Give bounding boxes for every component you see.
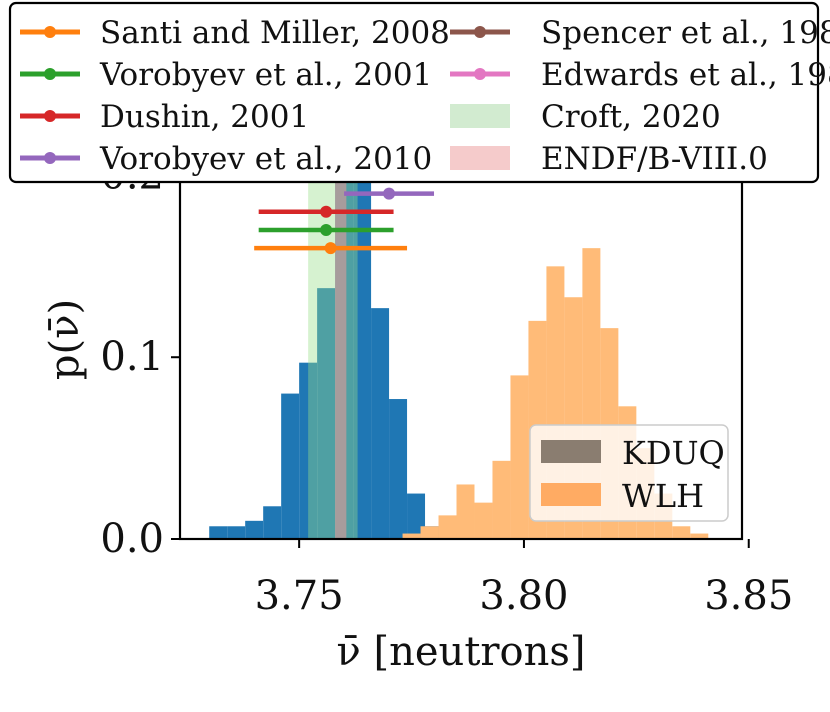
top-legend-errorbar-marker xyxy=(44,68,56,80)
WLH-posterior-bar xyxy=(474,502,493,539)
KDUQ-posterior-bar xyxy=(299,362,318,539)
top-legend-label: Vorobyev et al., 2001 xyxy=(99,57,432,93)
KDUQ-posterior-bar xyxy=(263,506,282,539)
top-legend-label: Santi and Miller, 2008 xyxy=(100,15,450,51)
measurement-santi-and-miller-2008 xyxy=(254,242,408,255)
top-legend-label: Croft, 2020 xyxy=(541,99,721,135)
measurement-dushin-2001 xyxy=(258,205,394,218)
top-legend-label: ENDF/B-VIII.0 xyxy=(541,141,768,177)
inner-legend-swatch xyxy=(541,440,601,463)
errorbar-marker xyxy=(383,187,396,200)
errorbar-marker xyxy=(320,205,333,218)
inner-legend-swatch xyxy=(541,483,601,506)
measurement-vorobyev-et-al-2010 xyxy=(344,187,435,200)
x-tick-label: 3.80 xyxy=(479,573,568,619)
x-axis-label: ν̄ [neutrons] xyxy=(336,629,585,675)
WLH-posterior-bar xyxy=(402,533,421,539)
KDUQ-posterior-bar xyxy=(209,526,228,539)
y-axis-label: p(ν̄) xyxy=(42,299,88,380)
inner-legend: KDUQ WLH xyxy=(529,424,729,522)
top-legend-errorbar-marker xyxy=(44,26,56,38)
errorbar-marker xyxy=(324,242,337,255)
y-tick-label: 0.1 xyxy=(100,334,164,380)
WLH-posterior-bar xyxy=(420,526,439,539)
top-legend-errorbar-marker xyxy=(44,110,56,122)
WLH-posterior-bar xyxy=(510,375,529,539)
KDUQ-posterior-bar xyxy=(281,393,300,539)
top-legend-label: Spencer et al., 1982 xyxy=(541,15,830,51)
WLH-posterior-bar xyxy=(672,526,691,539)
KDUQ-posterior-bar xyxy=(227,526,246,539)
WLH-posterior-bar xyxy=(690,533,709,539)
top-legend-label: Edwards et al., 1982 xyxy=(541,57,830,93)
top-legend-errorbar-marker xyxy=(44,152,56,164)
inner-legend-label: KDUQ xyxy=(622,434,725,472)
top-legend-label: Vorobyev et al., 2010 xyxy=(99,141,432,177)
top-legend-label: Dushin, 2001 xyxy=(100,99,309,135)
measurement-vorobyev-et-al-2001 xyxy=(258,223,394,236)
errorbar-marker xyxy=(320,223,333,236)
band-croft-2020 xyxy=(308,130,358,539)
top-legend: Santi and Miller, 2008 Spencer et al., 19… xyxy=(8,1,830,184)
band-endf-b-viii-0 xyxy=(335,130,347,539)
top-legend-patch xyxy=(450,146,510,170)
KDUQ-posterior-bar xyxy=(353,175,372,539)
top-legend-errorbar-marker xyxy=(474,68,486,80)
KDUQ-posterior-bar xyxy=(371,308,390,539)
KDUQ-posterior-bar xyxy=(245,520,264,539)
KDUQ-posterior-bar xyxy=(389,399,408,539)
top-legend-errorbar-marker xyxy=(474,26,486,38)
top-legend-patch xyxy=(450,104,510,128)
top-legend-frame xyxy=(8,1,820,184)
WLH-posterior-bar xyxy=(456,484,475,539)
KDUQ-posterior-bar xyxy=(317,288,336,539)
y-tick-label: 0.0 xyxy=(100,516,164,562)
x-tick-label: 3.85 xyxy=(704,573,793,619)
WLH-posterior-bar xyxy=(492,460,511,539)
inner-legend-label: WLH xyxy=(622,477,704,515)
x-tick-label: 3.75 xyxy=(255,573,344,619)
WLH-posterior-bar xyxy=(438,515,457,539)
